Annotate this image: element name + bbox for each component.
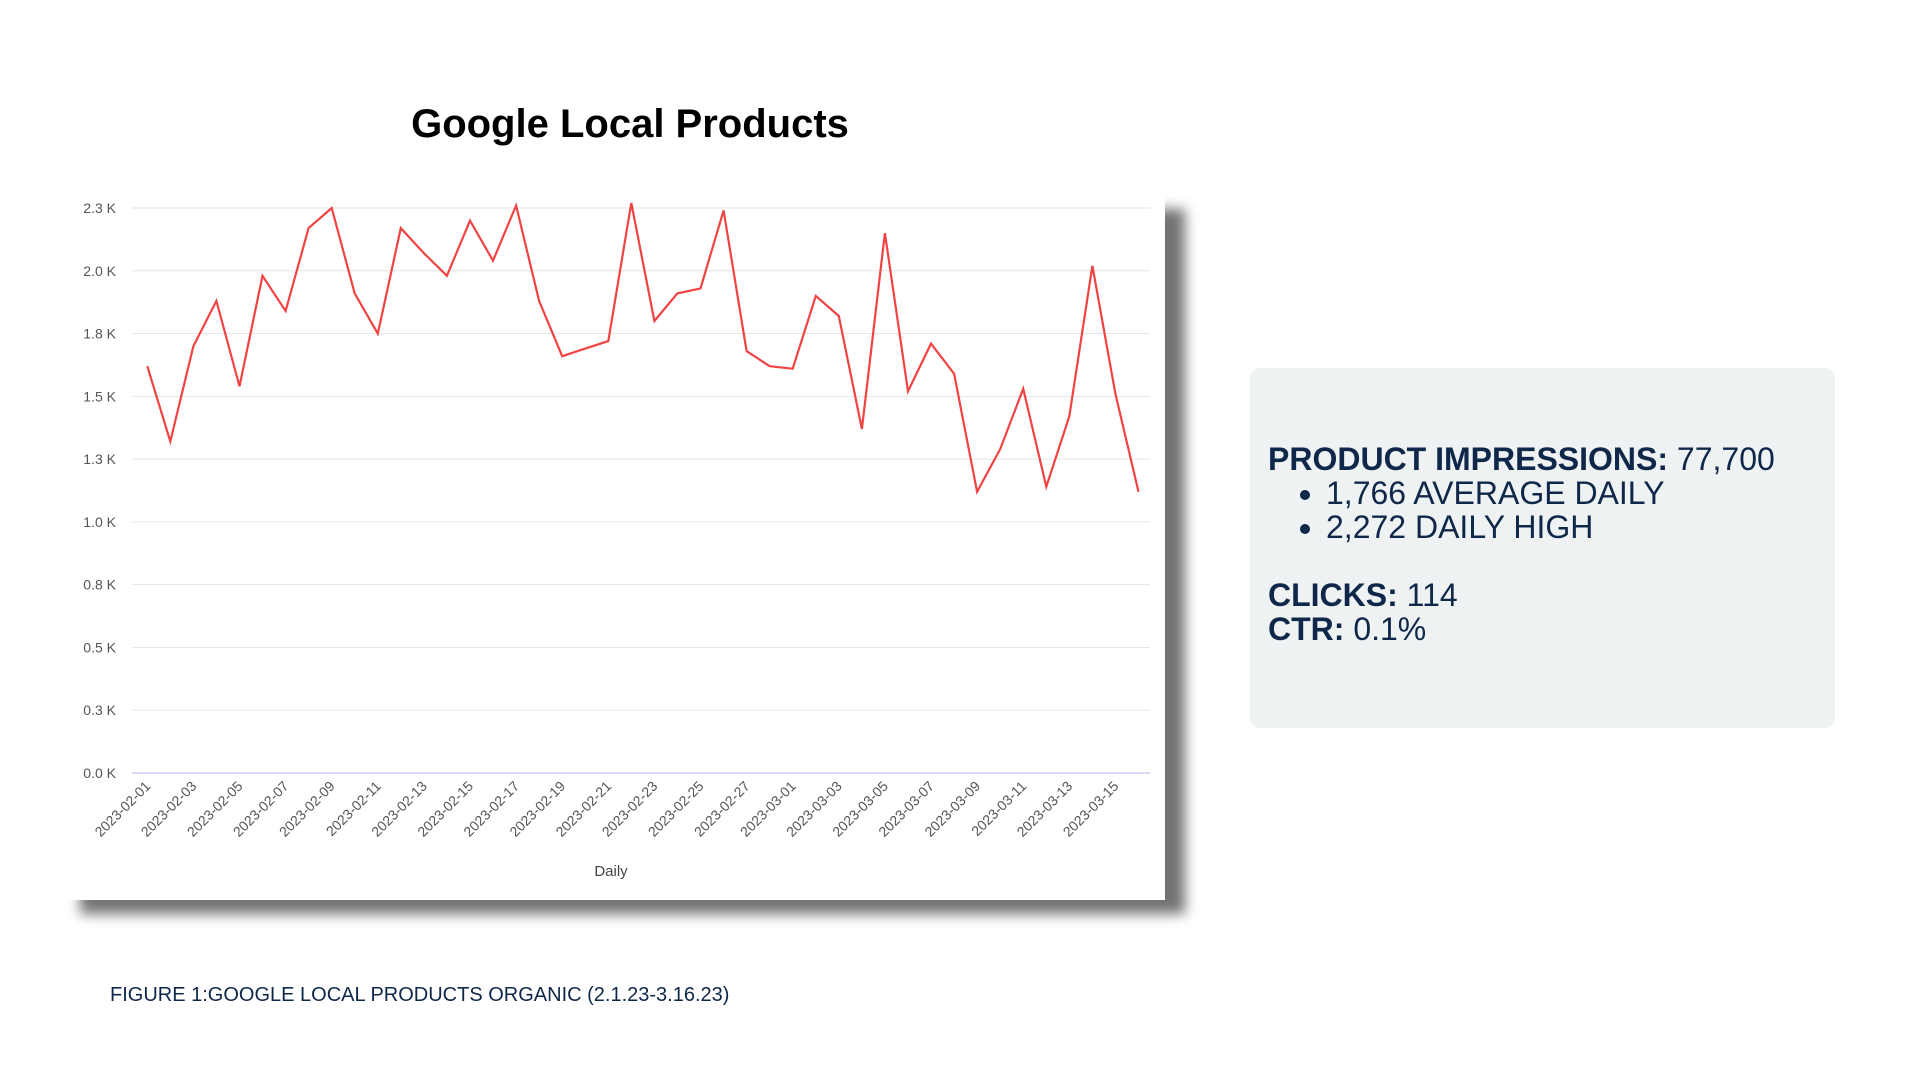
- clicks-value: 114: [1406, 577, 1458, 613]
- impressions-line-chart: 0.0 K 0.3 K 0.5 K 0.8 K 1.0 K 1.3 K 1.5 K 1.8 K…: [83, 200, 1150, 880]
- x-axis-ticks: 2023-02-012023-02-032023-02-052023-02-07…: [91, 778, 1121, 840]
- ctr-value: 0.1%: [1353, 611, 1427, 647]
- clicks-line: CLICKS: 114: [1268, 578, 1835, 612]
- clicks-label: CLICKS:: [1268, 577, 1398, 613]
- y-tick-label: 1.0 K: [83, 514, 116, 530]
- y-tick-label: 1.3 K: [83, 451, 116, 467]
- stats-panel: PRODUCT IMPRESSIONS: 77,700 1,766 AVERAG…: [1250, 368, 1835, 728]
- series-layer: [146, 201, 1140, 496]
- y-tick-label: 2.3 K: [83, 200, 116, 216]
- average-daily-item: 1,766 AVERAGE DAILY: [1326, 476, 1835, 510]
- y-tick-label: 1.5 K: [83, 388, 116, 404]
- chart-card: 0.0 K 0.3 K 0.5 K 0.8 K 1.0 K 1.3 K 1.5 K 1.8 K…: [60, 195, 1165, 900]
- y-tick-label: 0.0 K: [83, 765, 116, 781]
- impressions-value: 77,700: [1676, 441, 1775, 477]
- y-tick-label: 1.8 K: [83, 326, 116, 342]
- daily-high-item: 2,272 DAILY HIGH: [1326, 510, 1835, 544]
- y-tick-label: 0.8 K: [83, 577, 116, 593]
- impressions-label: PRODUCT IMPRESSIONS:: [1268, 441, 1669, 477]
- grid-layer: [132, 207, 1150, 774]
- x-axis-title: Daily: [594, 863, 628, 880]
- impressions-line: PRODUCT IMPRESSIONS: 77,700: [1268, 442, 1835, 476]
- ctr-line: CTR: 0.1%: [1268, 612, 1835, 646]
- figure-caption: FIGURE 1:GOOGLE LOCAL PRODUCTS ORGANIC (…: [110, 984, 730, 1006]
- y-tick-label: 2.0 K: [83, 263, 116, 279]
- y-axis-ticks: 0.0 K 0.3 K 0.5 K 0.8 K 1.0 K 1.3 K 1.5 K 1.8 K…: [83, 200, 116, 781]
- y-tick-label: 0.3 K: [83, 702, 116, 718]
- ctr-label: CTR:: [1268, 611, 1345, 647]
- slide-title: Google Local Products: [411, 102, 849, 146]
- y-tick-label: 0.5 K: [83, 639, 116, 655]
- impressions-bullets: 1,766 AVERAGE DAILY 2,272 DAILY HIGH: [1268, 476, 1835, 544]
- impressions-series-line: [146, 201, 1140, 496]
